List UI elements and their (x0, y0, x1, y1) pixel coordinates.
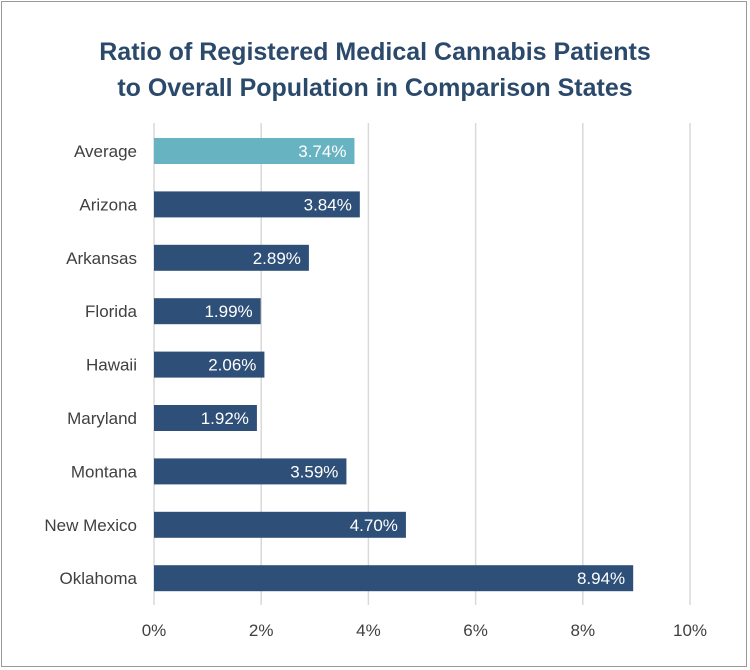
category-label-montana: Montana (71, 462, 138, 481)
x-tick-label-6: 6% (463, 621, 488, 640)
value-label-average: 3.74% (298, 142, 346, 161)
category-label-average: Average (74, 142, 137, 161)
bar-new-mexico (154, 511, 406, 538)
bar-maryland (154, 405, 257, 431)
value-label-montana: 3.59% (290, 462, 338, 481)
bar-montana (154, 458, 347, 485)
category-label-arizona: Arizona (79, 195, 137, 214)
x-tick-label-10: 10% (673, 621, 707, 640)
x-tick-label-4: 4% (356, 621, 381, 640)
bar-oklahoma (154, 565, 634, 592)
value-label-maryland: 1.92% (201, 409, 249, 428)
category-label-maryland: Maryland (67, 409, 137, 428)
bars: 3.74% 3.84% 2.89% 1.99% 2.06% 1.92% 3.59% 4.70%… (154, 138, 634, 592)
x-tick-label-8: 8% (571, 621, 596, 640)
chart-title-line-2: to Overall Population in Comparison Stat… (117, 74, 633, 102)
value-label-arkansas: 2.89% (253, 249, 301, 268)
value-label-arizona: 3.84% (304, 195, 352, 214)
category-label-hawaii: Hawaii (86, 356, 137, 375)
value-label-oklahoma: 8.94% (577, 569, 625, 588)
x-tick-label-0: 0% (142, 621, 167, 640)
category-label-arkansas: Arkansas (66, 249, 137, 268)
value-label-florida: 1.99% (204, 302, 252, 321)
value-label-hawaii: 2.06% (208, 356, 256, 375)
bar-arizona (154, 191, 360, 218)
chart-title: Ratio of Registered Medical Cannabis Pat… (0, 34, 750, 106)
bar-hawaii (154, 351, 265, 378)
category-label-florida: Florida (85, 302, 138, 321)
category-label-oklahoma: Oklahoma (60, 569, 138, 588)
bar-arkansas (154, 244, 309, 271)
chart-title-line-1: Ratio of Registered Medical Cannabis Pat… (99, 38, 651, 66)
value-label-new-mexico: 4.70% (350, 516, 398, 535)
category-labels: Average Arizona Arkansas Florida Hawaii Maryl… (44, 142, 137, 588)
x-tick-label-2: 2% (249, 621, 274, 640)
bar-average (154, 138, 355, 164)
x-axis-tick-labels: 0% 2% 4% 6% 8% 10% (142, 621, 707, 640)
bar-florida (154, 298, 261, 325)
category-label-new-mexico: New Mexico (44, 516, 137, 535)
